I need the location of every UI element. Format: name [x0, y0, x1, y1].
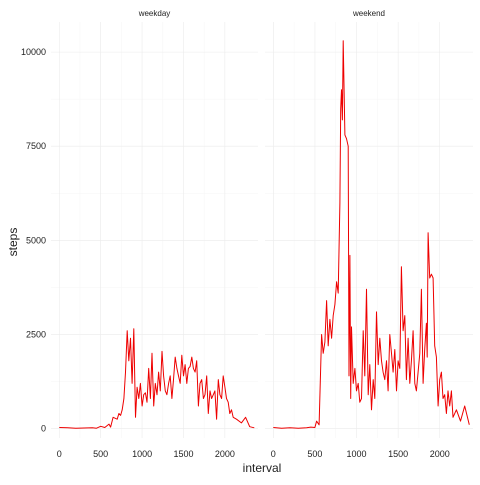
y-tick-label: 2500: [26, 329, 46, 339]
x-tick-label: 1000: [132, 449, 152, 459]
x-tick-label: 2000: [430, 449, 450, 459]
y-tick-label: 0: [41, 424, 46, 434]
x-tick-label: 0: [57, 449, 62, 459]
x-tick-label: 1500: [388, 449, 408, 459]
x-tick-label: 500: [307, 449, 322, 459]
y-tick-label: 5000: [26, 235, 46, 245]
y-tick-label: 7500: [26, 141, 46, 151]
x-tick-label: 1000: [347, 449, 367, 459]
x-tick-label: 0: [271, 449, 276, 459]
panel-strip-title: weekday: [138, 9, 171, 18]
steps-series-line: [273, 40, 470, 429]
x-tick-label: 500: [93, 449, 108, 459]
y-axis-title: steps: [6, 228, 20, 257]
y-tick-label: 10000: [21, 47, 46, 57]
panel-weekend: weekend 0 500 1000 1500 2000: [265, 9, 473, 459]
x-tick-label: 1500: [173, 449, 193, 459]
panel-strip-title: weekend: [352, 9, 385, 18]
x-tick-label: 2000: [215, 449, 235, 459]
x-axis-title: interval: [243, 461, 282, 475]
steps-series-line: [59, 328, 255, 429]
panel-weekday: weekday 0 500 1000 1500 2000 0 2500 5000 7500 1000…: [21, 9, 258, 459]
